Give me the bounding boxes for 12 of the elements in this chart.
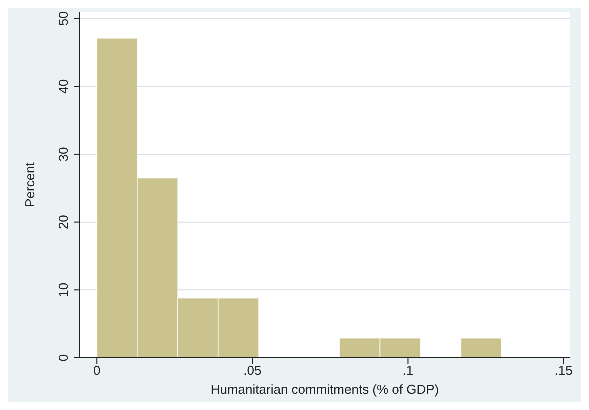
x-tick-label: .15 — [554, 363, 573, 378]
y-tick-label: 10 — [56, 282, 71, 298]
y-tick-label: 40 — [56, 79, 71, 94]
x-tick-label: .05 — [244, 363, 262, 378]
y-tick-label: 0 — [56, 354, 71, 362]
y-tick-label: 50 — [56, 12, 71, 26]
x-axis-title: Humanitarian commitments (% of GDP) — [210, 382, 440, 397]
y-tick-label: 20 — [56, 215, 71, 230]
x-tick-label: .1 — [402, 363, 414, 378]
x-tick-label: 0 — [93, 363, 101, 378]
y-axis-title: Percent — [22, 162, 38, 208]
y-tick-label: 30 — [56, 147, 71, 162]
